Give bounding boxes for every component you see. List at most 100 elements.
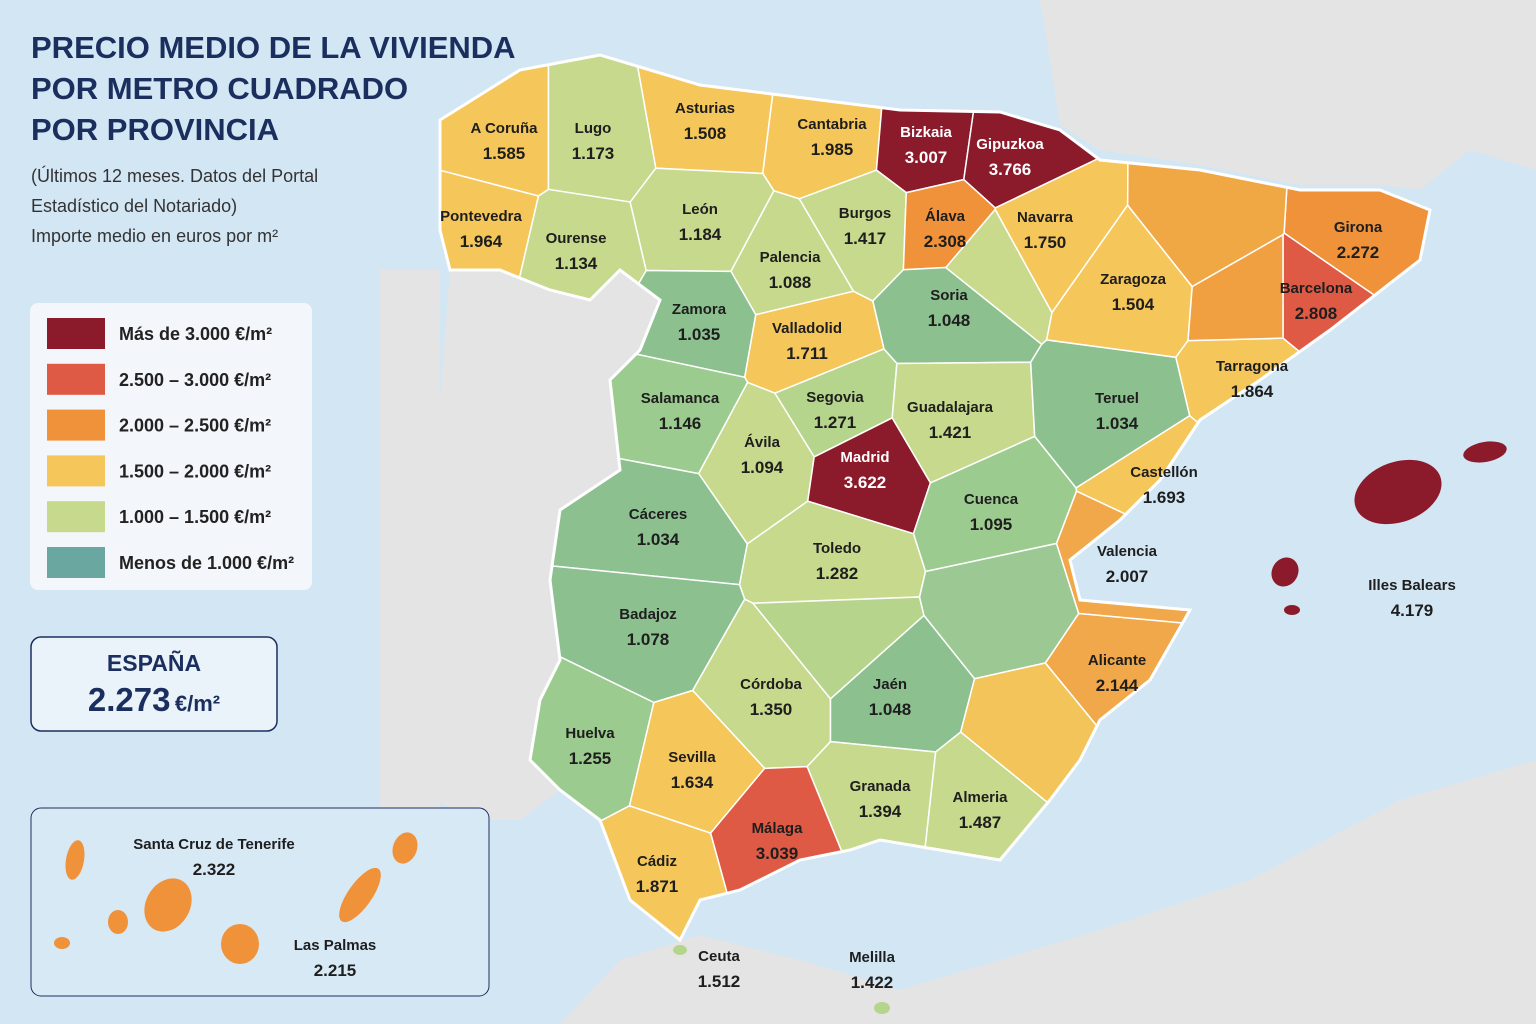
province-name: Bizkaia [900, 124, 952, 141]
province-value: 1.394 [859, 802, 902, 821]
province-name: Ceuta [698, 948, 740, 965]
national-box [30, 636, 278, 732]
legend-swatch [47, 409, 105, 441]
province-name: Tarragona [1216, 358, 1289, 375]
province-name: Gipuzkoa [976, 136, 1044, 153]
province-value: 1.048 [928, 311, 971, 330]
province-value: 1.693 [1143, 488, 1186, 507]
france [1040, 0, 1536, 190]
legend-swatch [47, 363, 105, 395]
province-value: 2.322 [193, 860, 236, 879]
province-name: Toledo [813, 540, 861, 557]
legend-label: 2.500 – 3.000 €/m² [119, 370, 271, 390]
province-name: Almeria [952, 789, 1008, 806]
portugal [390, 270, 660, 820]
province-value: 1.271 [814, 413, 857, 432]
legend-swatch [47, 455, 105, 487]
province-name: Ávila [744, 434, 781, 451]
island [673, 945, 687, 955]
province-name: Alicante [1088, 652, 1146, 669]
province-name: Las Palmas [294, 937, 377, 954]
province-value: 1.146 [659, 414, 702, 433]
province-name: Madrid [840, 449, 889, 466]
province-value: 1.173 [572, 144, 615, 163]
province-name: Cuenca [964, 491, 1019, 508]
province-name: Teruel [1095, 390, 1139, 407]
province-value: 2.808 [1295, 304, 1338, 323]
province-value: 2.007 [1106, 567, 1149, 586]
province-region [944, 208, 1053, 346]
province-name: Castellón [1130, 464, 1198, 481]
province-region [1187, 233, 1284, 342]
province-name: Salamanca [641, 390, 720, 407]
province-value: 2.308 [924, 232, 967, 251]
legend-swatch [47, 547, 105, 578]
province-name: Illes Balears [1368, 577, 1456, 594]
province-value: 1.034 [637, 530, 680, 549]
province-value: 1.282 [816, 564, 859, 583]
province-value: 1.487 [959, 813, 1002, 832]
national-value: 2.273 €/m² [88, 681, 220, 718]
title: PRECIO MEDIO DE LA VIVIENDA POR METRO CUA… [31, 30, 516, 246]
legend-label: 1.000 – 1.500 €/m² [119, 507, 271, 527]
province-value: 1.184 [679, 225, 722, 244]
legend-swatch [47, 501, 105, 533]
province-name: Navarra [1017, 209, 1074, 226]
island [65, 840, 85, 880]
island [339, 867, 381, 923]
province-name: Badajoz [619, 606, 677, 623]
legend-label: 2.000 – 2.500 €/m² [119, 416, 271, 436]
province-value: 1.078 [627, 630, 670, 649]
province-name: Cantabria [797, 116, 867, 133]
title-line: PRECIO MEDIO DE LA VIVIENDA [31, 30, 516, 65]
province-value: 1.095 [970, 515, 1013, 534]
province-value: 2.215 [314, 961, 357, 980]
province-value: 3.766 [989, 160, 1032, 179]
province-value: 1.585 [483, 144, 526, 163]
province-name: Zaragoza [1100, 271, 1167, 288]
province-value: 1.350 [750, 700, 793, 719]
province-value: 1.964 [460, 232, 503, 251]
island [1354, 459, 1442, 525]
island [874, 1002, 890, 1014]
subtitle-line: Importe medio en euros por m² [31, 226, 278, 246]
province-value: 1.504 [1112, 295, 1155, 314]
province-name: Segovia [806, 389, 864, 406]
island [144, 878, 192, 932]
province-value: 1.421 [929, 423, 972, 442]
province-name: Melilla [849, 949, 896, 966]
province-name: Asturias [675, 100, 735, 117]
province-value: 1.508 [684, 124, 727, 143]
province-name: Palencia [760, 249, 822, 266]
africa [560, 760, 1536, 1024]
province-name: A Coruña [471, 120, 539, 137]
legend-label: Menos de 1.000 €/m² [119, 553, 294, 573]
province-name: Burgos [839, 205, 892, 222]
province-value: 1.034 [1096, 414, 1139, 433]
province-name: Jaén [873, 676, 907, 693]
province-value: 1.871 [636, 877, 679, 896]
island [108, 910, 128, 934]
legend-label: Más de 3.000 €/m² [119, 324, 272, 344]
province-name: Córdoba [740, 676, 802, 693]
province-name: Granada [850, 778, 912, 795]
canary-inset [30, 807, 490, 997]
island [221, 924, 259, 964]
portugal-west [380, 270, 440, 820]
national-label: ESPAÑA [107, 649, 201, 676]
province-name: Ourense [546, 230, 607, 247]
province-name: Soria [930, 287, 968, 304]
subtitle-line: (Últimos 12 meses. Datos del Portal [31, 165, 318, 186]
province-name: Pontevedra [440, 208, 522, 225]
province-name: Málaga [752, 820, 804, 837]
province-value: 4.179 [1391, 601, 1434, 620]
province-value: 1.985 [811, 140, 854, 159]
province-name: Huelva [565, 725, 615, 742]
title-line: POR METRO CUADRADO [31, 71, 408, 106]
province-name: Zamora [672, 301, 727, 318]
province-value: 1.094 [741, 458, 784, 477]
province-value: 1.512 [698, 972, 741, 991]
subtitle-line: Estadístico del Notariado) [31, 196, 237, 216]
